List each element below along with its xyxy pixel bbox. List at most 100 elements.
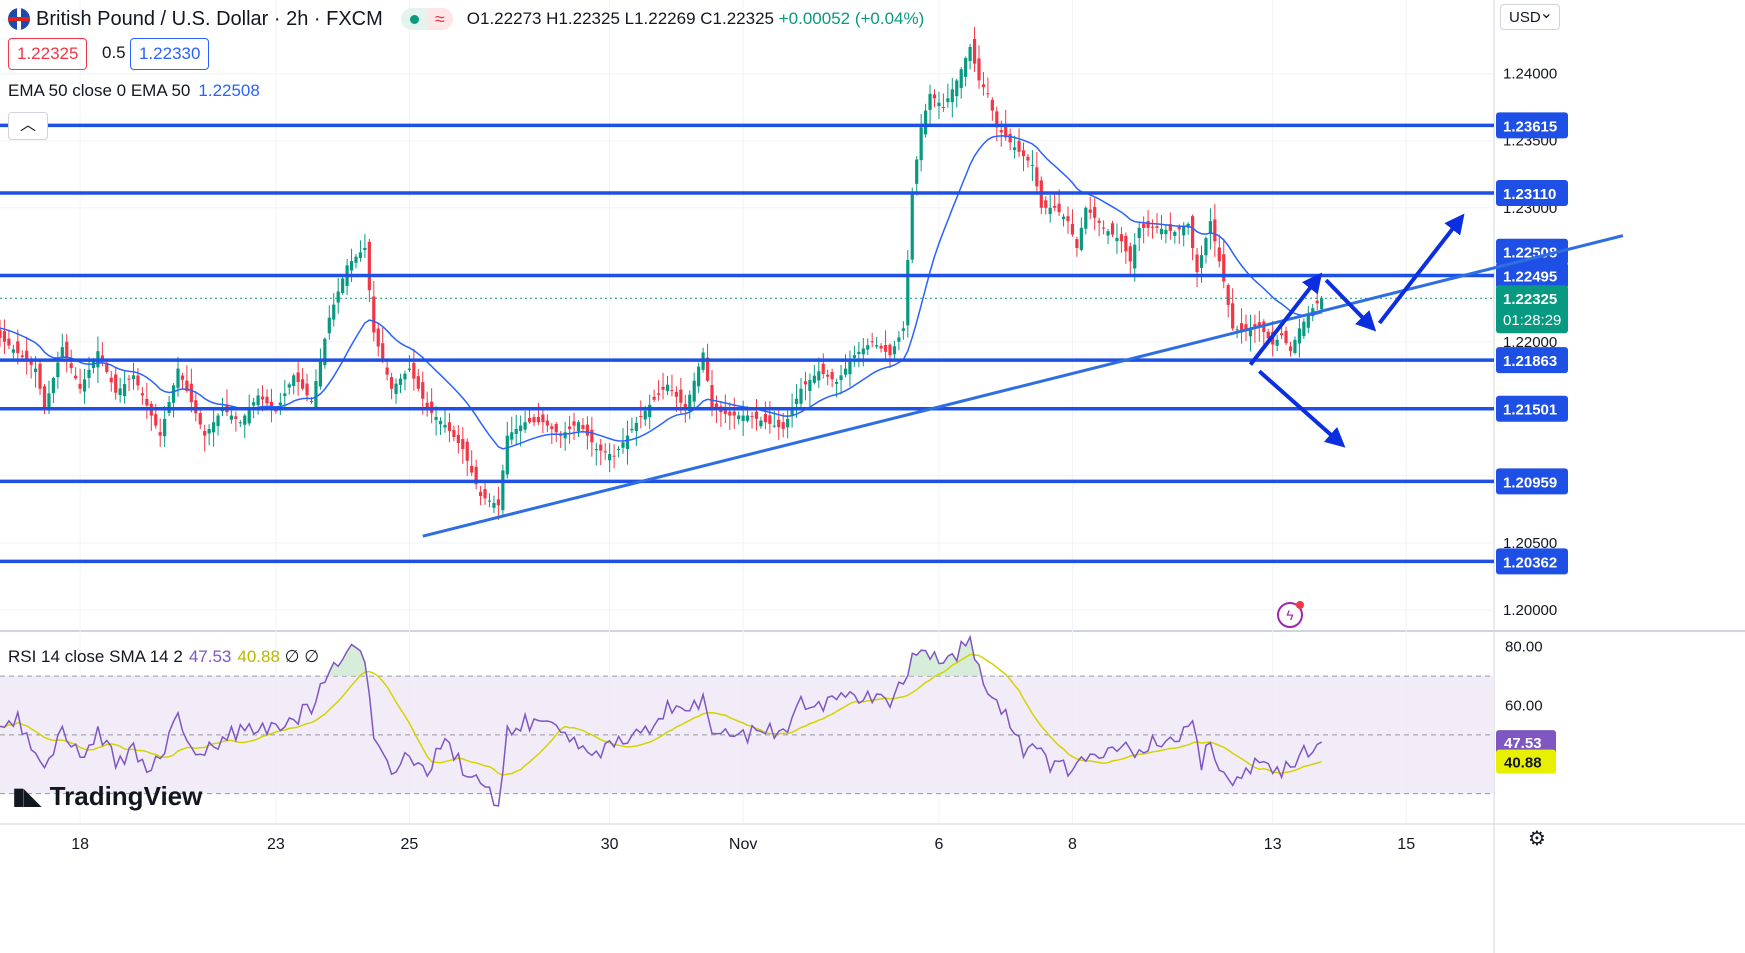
candle-body (354, 256, 358, 263)
ema-legend-value: 1.22508 (198, 81, 260, 100)
level-price-label: 1.23615 (1503, 118, 1557, 135)
candle-body (1048, 207, 1052, 215)
candle-body (1239, 323, 1244, 331)
candle-body (1266, 331, 1270, 339)
time-tick-label: 6 (934, 836, 943, 853)
candle-body (51, 378, 55, 394)
ema-legend[interactable]: EMA 50 close 0 EMA 50 1.22508 (8, 81, 260, 101)
candle-body (363, 247, 367, 251)
candle-body (772, 425, 776, 427)
rsi-tick-label: 80.00 (1505, 639, 1543, 656)
symbol-title[interactable]: British Pound / U.S. Dollar · 2h · FXCM (36, 7, 383, 30)
price-tick-label: 1.20500 (1503, 535, 1557, 552)
candle-body (145, 398, 149, 406)
rsi-line (0, 634, 1323, 807)
sell-button[interactable]: 1.22325 (8, 38, 88, 70)
candle-body (11, 349, 15, 353)
level-price-tag (1496, 180, 1568, 207)
lightning-alert-icon[interactable]: ϟ (1277, 601, 1304, 628)
candle-body (1320, 298, 1324, 310)
candle-body (616, 449, 621, 451)
candle-body (883, 345, 888, 352)
candle-body (269, 401, 274, 408)
candle-body (527, 417, 532, 423)
rsi-legend-value: 47.53 (188, 647, 232, 666)
candle-body (372, 296, 376, 333)
candle-body (990, 99, 994, 111)
level-price-label: 1.21501 (1503, 402, 1557, 419)
candle-body (1088, 209, 1092, 213)
candle-body (349, 261, 354, 271)
candle-body (1150, 226, 1155, 228)
candle-body (189, 383, 193, 403)
candle-body (803, 381, 808, 385)
candle-body (1284, 330, 1288, 344)
candle-body (661, 386, 665, 390)
ema-price-label: 1.22508 (1503, 245, 1557, 262)
candle-body (728, 411, 732, 416)
candle-body (1106, 231, 1110, 236)
candle-body (986, 93, 990, 95)
candle-body (777, 419, 781, 428)
candle-body (492, 502, 496, 508)
level-price-label: 1.20362 (1503, 554, 1557, 571)
candle-body (1280, 333, 1284, 336)
candle-body (924, 110, 928, 135)
candle-body (1248, 329, 1253, 337)
candle-body (670, 390, 674, 392)
projection-arrow (1377, 213, 1465, 325)
time-tick-label: 30 (601, 836, 619, 853)
candle-body (1079, 227, 1083, 250)
candle-body (479, 491, 483, 496)
candle-body (995, 111, 999, 128)
candle-body (692, 380, 696, 402)
spread-value: 0.5 (102, 43, 126, 62)
candle-body (1075, 239, 1079, 248)
candle-body (750, 416, 754, 418)
candle-body (0, 329, 2, 338)
candle-body (243, 415, 247, 425)
rsi-legend-text: RSI 14 close SMA 14 2 (8, 647, 183, 666)
market-status[interactable]: ≈ (400, 8, 453, 30)
candle-body (808, 380, 812, 391)
candle-body (892, 346, 897, 355)
candle-body (657, 393, 661, 395)
candle-body (888, 344, 892, 356)
candle-body (443, 424, 447, 428)
buy-button[interactable]: 1.22330 (130, 38, 210, 70)
candle-body (180, 375, 185, 380)
candle-body (1235, 329, 1239, 331)
currency-selector[interactable]: USD (1500, 1, 1560, 30)
candle-body (318, 359, 322, 387)
candle-body (1030, 164, 1034, 166)
candle-body (301, 379, 305, 389)
candle-body (643, 410, 647, 420)
candle-body (906, 260, 910, 326)
candle-body (928, 93, 932, 110)
candle-body (452, 429, 456, 437)
candle-body (314, 381, 318, 408)
candle-body (541, 414, 545, 423)
candle-body (768, 415, 772, 424)
candle-body (697, 366, 701, 387)
time-tick-label: 25 (401, 836, 419, 853)
candle-body (390, 377, 394, 389)
collapse-legend-button[interactable]: ︿ (8, 112, 48, 140)
gear-icon[interactable]: ⚙ (1528, 828, 1546, 850)
candle-body (65, 341, 69, 358)
candle-body (496, 499, 500, 506)
candle-body (559, 435, 563, 437)
price-tick-label: 1.22000 (1503, 334, 1557, 351)
candle-body (879, 345, 883, 349)
candle-body (639, 416, 643, 418)
candle-body (812, 375, 816, 383)
candle-body (1315, 300, 1319, 304)
candle-body (732, 411, 736, 416)
candle-body (612, 455, 616, 457)
candle-body (1297, 328, 1301, 344)
candle-body (394, 383, 398, 394)
candle-body (652, 396, 656, 400)
candle-body (621, 442, 625, 448)
rsi-legend[interactable]: RSI 14 close SMA 14 2 47.53 40.88 ∅ ∅ (8, 647, 319, 667)
